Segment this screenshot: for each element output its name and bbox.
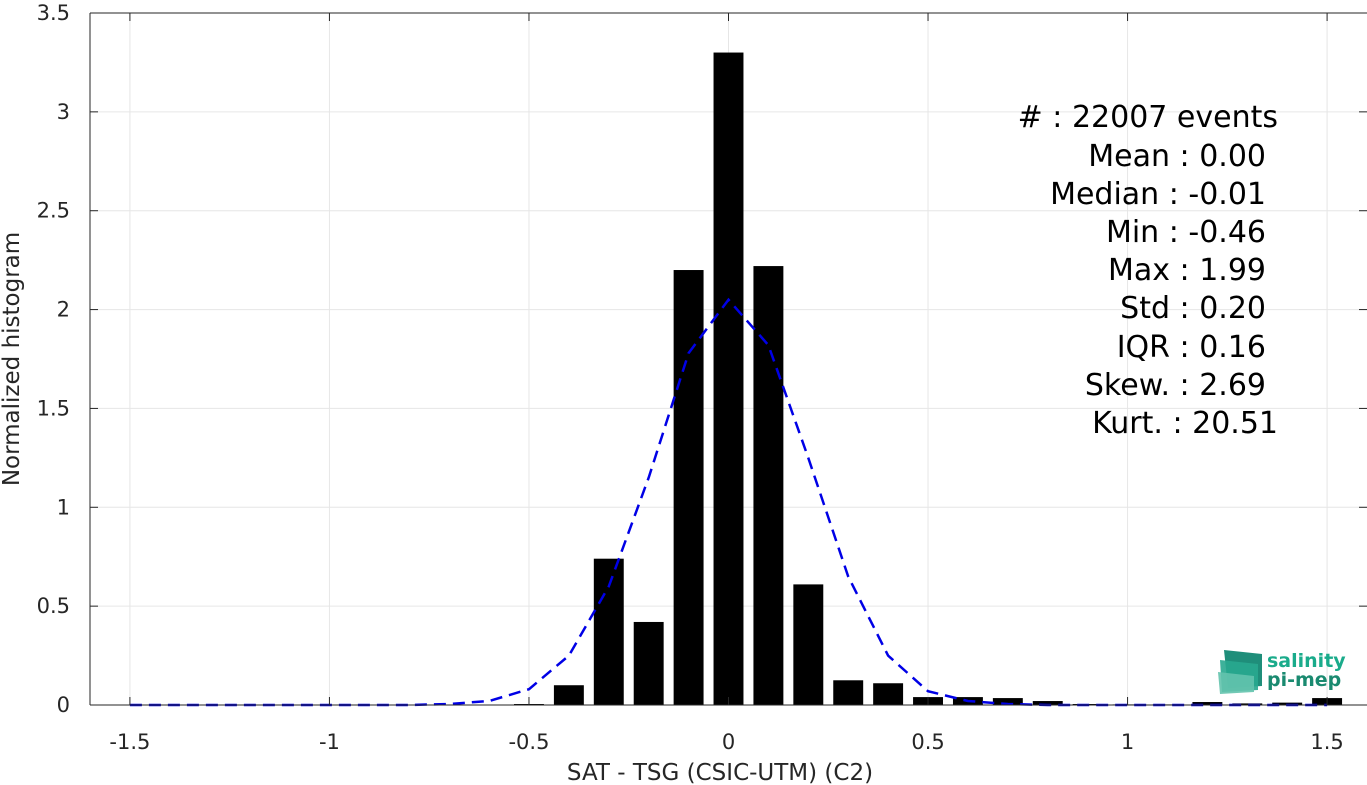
x-tick-label: -0.5 [508,730,549,754]
stat-line: IQR : 0.16 [1117,330,1266,365]
y-tick-label: 2.5 [37,199,70,223]
x-tick-label: 0 [722,730,735,754]
logo-text-pi-mep: pi-mep [1267,669,1341,691]
stat-line: Mean : 0.00 [1088,139,1266,174]
x-tick-label: 1 [1121,730,1134,754]
stat-line: Kurt. : 20.51 [1092,406,1278,441]
stat-line: Std : 0.20 [1120,291,1266,326]
histogram-bar [1192,702,1223,705]
histogram-bar [553,685,584,705]
y-axis-label: Normalized histogram [0,232,25,486]
histogram-bar [713,52,744,706]
y-tick-label: 1 [57,495,70,519]
stat-line: Min : -0.46 [1106,215,1266,250]
x-tick-label: -1.5 [109,730,150,754]
bars [514,52,1343,706]
histogram-bar [1032,701,1063,705]
histogram-bar [873,683,904,705]
y-axis-ticks: 0 0.5 1 1.5 2 2.5 3 3.5 [37,1,1367,717]
histogram-bar [992,698,1023,705]
stat-line: Max : 1.99 [1108,253,1266,288]
y-tick-label: 3 [57,100,70,124]
histogram-bar [633,621,664,705]
x-tick-label: 0.5 [911,730,944,754]
histogram-bar [833,680,864,705]
x-tick-label: -1 [319,730,340,754]
logo-text-salinity: salinity [1267,650,1346,672]
histogram-bar [753,266,784,705]
x-tick-label: 1.5 [1310,730,1343,754]
y-tick-label: 1.5 [37,396,70,420]
y-tick-label: 3.5 [37,1,70,25]
y-tick-label: 2 [57,298,70,322]
y-tick-label: 0 [57,693,70,717]
stat-line: Median : -0.01 [1050,177,1266,212]
histogram-bar [593,558,624,705]
stat-line: # : 22007 events [1018,100,1278,135]
stat-line: Skew. : 2.69 [1085,368,1266,403]
histogram-bar [673,270,704,705]
x-axis-label: SAT - TSG (CSIC-UTM) (C2) [567,760,873,785]
histogram-bar [1232,703,1263,705]
histogram-bar [793,584,824,705]
wave-stack-icon [1218,650,1262,694]
salinity-pi-mep-logo: salinity pi-mep [1218,650,1346,694]
y-tick-label: 0.5 [37,594,70,618]
x-axis-ticks: -1.5 -1 -0.5 0 0.5 1 1.5 [109,13,1344,754]
